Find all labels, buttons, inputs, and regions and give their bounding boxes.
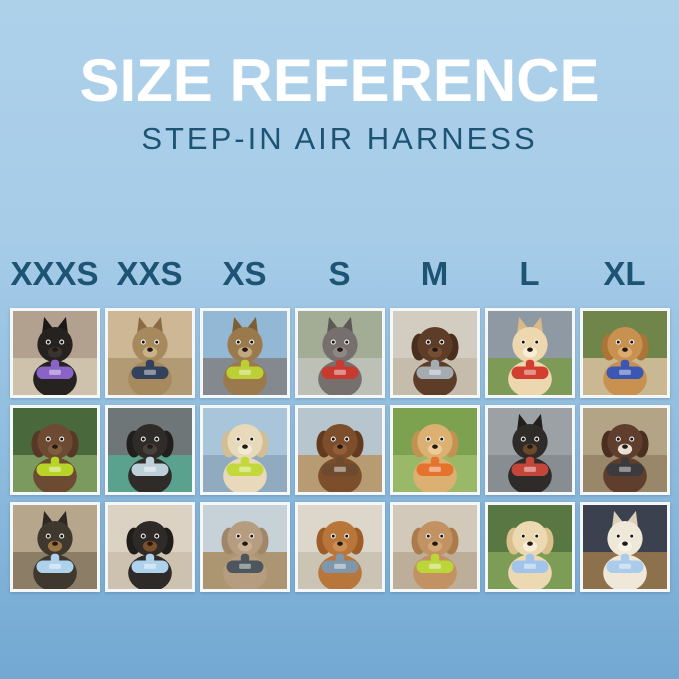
pet-illustration [12, 311, 97, 396]
photo-l-row2 [484, 405, 575, 496]
photo-xs-row2 [199, 405, 290, 496]
photo-m-row1 [389, 308, 480, 399]
pet-illustration [392, 505, 477, 590]
size-labels-row: XXXS XXS XS S M L XL [0, 257, 679, 290]
size-label-s: S [328, 255, 351, 293]
pet-illustration [12, 505, 97, 590]
photo-xxs-row1 [104, 308, 195, 399]
size-label-xxs: XXS [116, 255, 183, 293]
size-label-l: L [519, 255, 540, 293]
photo-xxs-row3 [104, 502, 195, 593]
pet-illustration [297, 311, 382, 396]
pet-illustration [297, 505, 382, 590]
pet-illustration [582, 311, 667, 396]
photo-xs-row1 [199, 308, 290, 399]
size-label-xs: XS [222, 255, 267, 293]
pet-illustration [202, 408, 287, 493]
photo-xxxs-row3 [9, 502, 100, 593]
pet-illustration [297, 408, 382, 493]
photo-xl-row3 [579, 502, 670, 593]
size-label-xl: XL [603, 255, 646, 293]
header: SIZE REFERENCE STEP-IN AIR HARNESS [0, 0, 679, 157]
pet-illustration [107, 408, 192, 493]
photo-xxs-row2 [104, 405, 195, 496]
pet-illustration [582, 505, 667, 590]
pet-illustration [107, 505, 192, 590]
photo-m-row2 [389, 405, 480, 496]
page-title: SIZE REFERENCE [79, 47, 600, 114]
pet-illustration [487, 311, 572, 396]
photo-m-row3 [389, 502, 480, 593]
pet-illustration [202, 311, 287, 396]
photo-xl-row1 [579, 308, 670, 399]
size-label-xxxs: XXXS [10, 255, 99, 293]
pet-illustration [107, 311, 192, 396]
photo-l-row1 [484, 308, 575, 399]
pet-illustration [487, 505, 572, 590]
size-label-m: M [420, 255, 449, 293]
photo-s-row2 [294, 405, 385, 496]
pet-illustration [392, 408, 477, 493]
page-subtitle: STEP-IN AIR HARNESS [141, 121, 538, 157]
pet-illustration [582, 408, 667, 493]
photo-s-row3 [294, 502, 385, 593]
photo-grid [0, 308, 679, 593]
photo-xl-row2 [579, 405, 670, 496]
pet-illustration [202, 505, 287, 590]
photo-xxxs-row1 [9, 308, 100, 399]
photo-xs-row3 [199, 502, 290, 593]
photo-s-row1 [294, 308, 385, 399]
pet-illustration [12, 408, 97, 493]
photo-xxxs-row2 [9, 405, 100, 496]
pet-illustration [487, 408, 572, 493]
pet-illustration [392, 311, 477, 396]
photo-l-row3 [484, 502, 575, 593]
